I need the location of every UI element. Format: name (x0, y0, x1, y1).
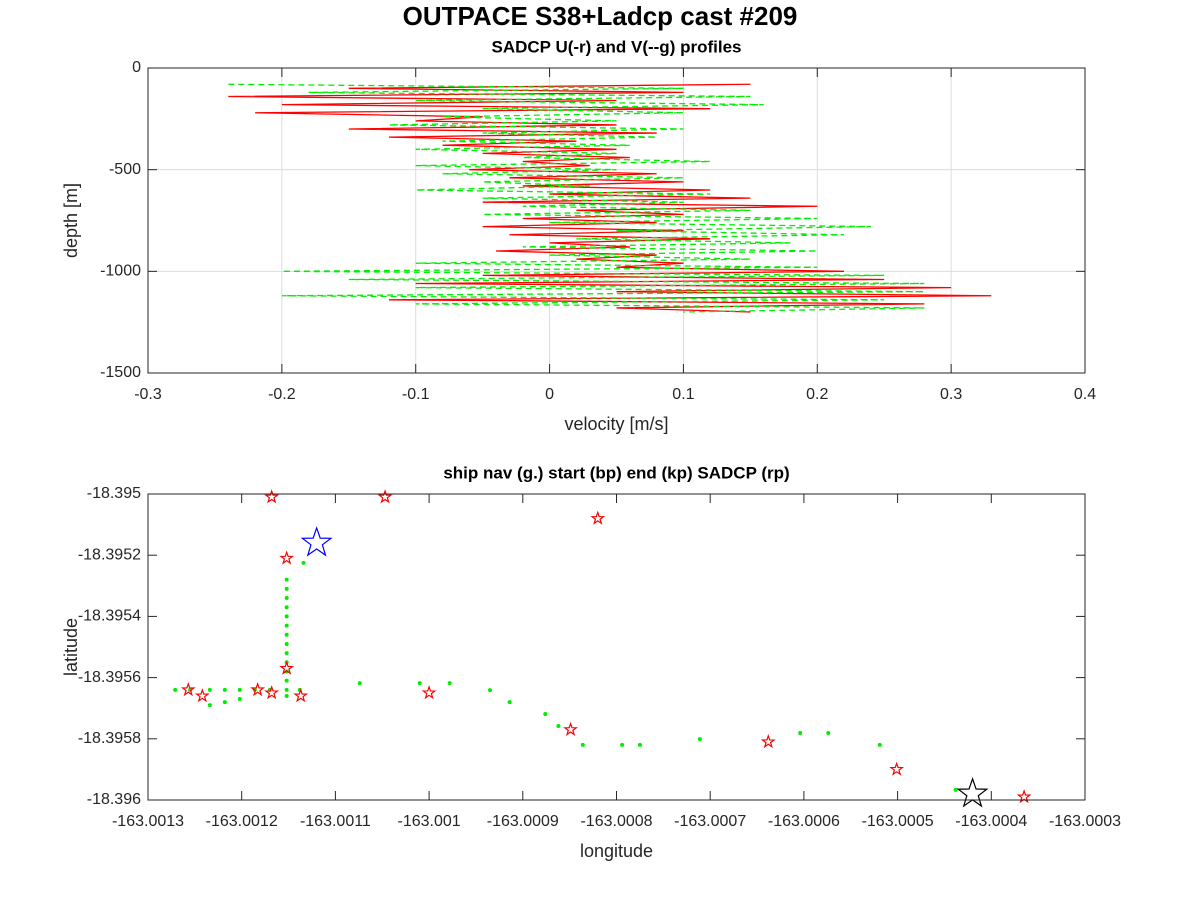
nav-point (488, 688, 493, 693)
nav-point (284, 605, 289, 610)
nav-point (580, 742, 585, 747)
nav-point (953, 787, 958, 792)
y-tick-label: -18.395 (87, 485, 141, 502)
nav-point (284, 577, 289, 582)
nav-point (207, 687, 212, 692)
star-marker (293, 688, 309, 703)
nav-point (284, 614, 289, 619)
nav-point (284, 586, 289, 591)
star-marker (300, 526, 333, 557)
x-tick-label: 0.4 (1074, 386, 1096, 403)
nav-point (284, 687, 289, 692)
nav-point (798, 730, 803, 735)
nav-point (620, 742, 625, 747)
y-tick-label: -1500 (100, 364, 141, 381)
star-marker (377, 489, 393, 504)
profile-line (228, 83, 925, 313)
axes-box (147, 493, 1086, 801)
nav-point (357, 681, 362, 686)
nav-point (284, 632, 289, 637)
x-tick-label: -163.0007 (674, 813, 746, 830)
x-tick-label: -163.0005 (862, 813, 934, 830)
nav-point (543, 712, 548, 717)
y-axis-label: depth [m] (61, 183, 81, 258)
nav-point (237, 697, 242, 702)
nav-point (284, 623, 289, 628)
star-marker (889, 761, 905, 776)
x-tick-label: 0 (545, 386, 554, 403)
star-marker (180, 682, 196, 697)
nav-point (222, 687, 227, 692)
star-marker (194, 688, 210, 703)
y-tick-label: -18.3956 (78, 669, 141, 686)
plot-area (148, 68, 1085, 373)
x-axis-label: longitude (580, 841, 653, 861)
chart-title: SADCP U(-r) and V(--g) profiles (492, 37, 742, 56)
nav-point (507, 700, 512, 705)
nav-point (237, 687, 242, 692)
x-tick-label: -163.0003 (1049, 813, 1121, 830)
star-marker (563, 721, 579, 736)
x-tick-label: -163.0004 (955, 813, 1027, 830)
nav-point (447, 681, 452, 686)
star-marker (421, 685, 437, 700)
nav-point (222, 700, 227, 705)
star-marker (760, 734, 776, 749)
y-tick-label: -18.3958 (78, 730, 141, 747)
x-tick-label: -163.0006 (768, 813, 840, 830)
nav-point (284, 641, 289, 646)
star-marker (1016, 789, 1032, 804)
axes-box (147, 67, 1086, 374)
plot-area (148, 494, 1085, 800)
x-tick-label: 0.1 (672, 386, 694, 403)
star-marker (264, 685, 280, 700)
y-tick-label: -18.3954 (78, 608, 141, 625)
x-tick-label: -163.001 (398, 813, 461, 830)
x-tick-label: -163.0012 (206, 813, 278, 830)
star-marker (279, 660, 295, 675)
y-tick-label: -18.3952 (78, 546, 141, 563)
y-tick-label: -1000 (100, 263, 141, 280)
x-tick-label: -0.1 (402, 386, 430, 403)
nav-point (207, 703, 212, 708)
nav-point (826, 730, 831, 735)
nav-point (284, 651, 289, 656)
x-tick-label: 0.3 (940, 386, 962, 403)
figure-title: OUTPACE S38+Ladcp cast #209 (403, 1, 798, 31)
nav-point (877, 742, 882, 747)
nav-point (697, 737, 702, 742)
x-tick-label: -163.0009 (487, 813, 559, 830)
nav-point (417, 681, 422, 686)
nav-point (637, 742, 642, 747)
x-tick-label: -163.0008 (580, 813, 652, 830)
nav-point (173, 687, 178, 692)
star-marker (250, 682, 266, 697)
x-axis-label: velocity [m/s] (564, 414, 668, 434)
y-tick-label: -500 (109, 161, 141, 178)
y-tick-label: 0 (132, 59, 141, 76)
nav-point (301, 560, 306, 565)
y-axis-label: latitude (61, 618, 81, 676)
nav-point (284, 678, 289, 683)
star-marker (590, 510, 606, 525)
profile-line (228, 83, 992, 313)
nav-point (556, 723, 561, 728)
y-tick-label: -18.396 (87, 791, 141, 808)
nav-point (284, 693, 289, 698)
chart-title: ship nav (g.) start (bp) end (kp) SADCP … (443, 463, 789, 482)
x-tick-label: -0.3 (134, 386, 162, 403)
star-marker (279, 550, 295, 565)
star-marker (264, 489, 280, 504)
x-tick-label: -0.2 (268, 386, 296, 403)
x-tick-label: -163.0011 (300, 813, 371, 830)
nav-point (284, 596, 289, 601)
x-tick-label: 0.2 (806, 386, 828, 403)
x-tick-label: -163.0013 (112, 813, 184, 830)
